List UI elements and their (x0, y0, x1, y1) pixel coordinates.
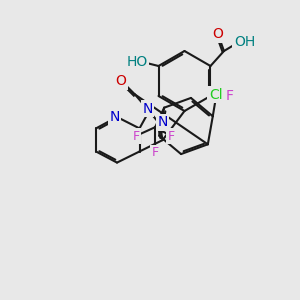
Text: O: O (212, 28, 224, 41)
Text: N: N (110, 110, 120, 124)
Text: Cl: Cl (209, 88, 223, 102)
Text: F: F (226, 89, 234, 103)
Text: N: N (142, 102, 153, 116)
Text: O: O (115, 74, 126, 88)
Text: F: F (133, 130, 140, 143)
Text: F: F (152, 146, 159, 159)
Text: F: F (167, 130, 175, 143)
Text: HO: HO (126, 55, 148, 68)
Text: OH: OH (234, 35, 255, 49)
Text: N: N (158, 116, 168, 129)
